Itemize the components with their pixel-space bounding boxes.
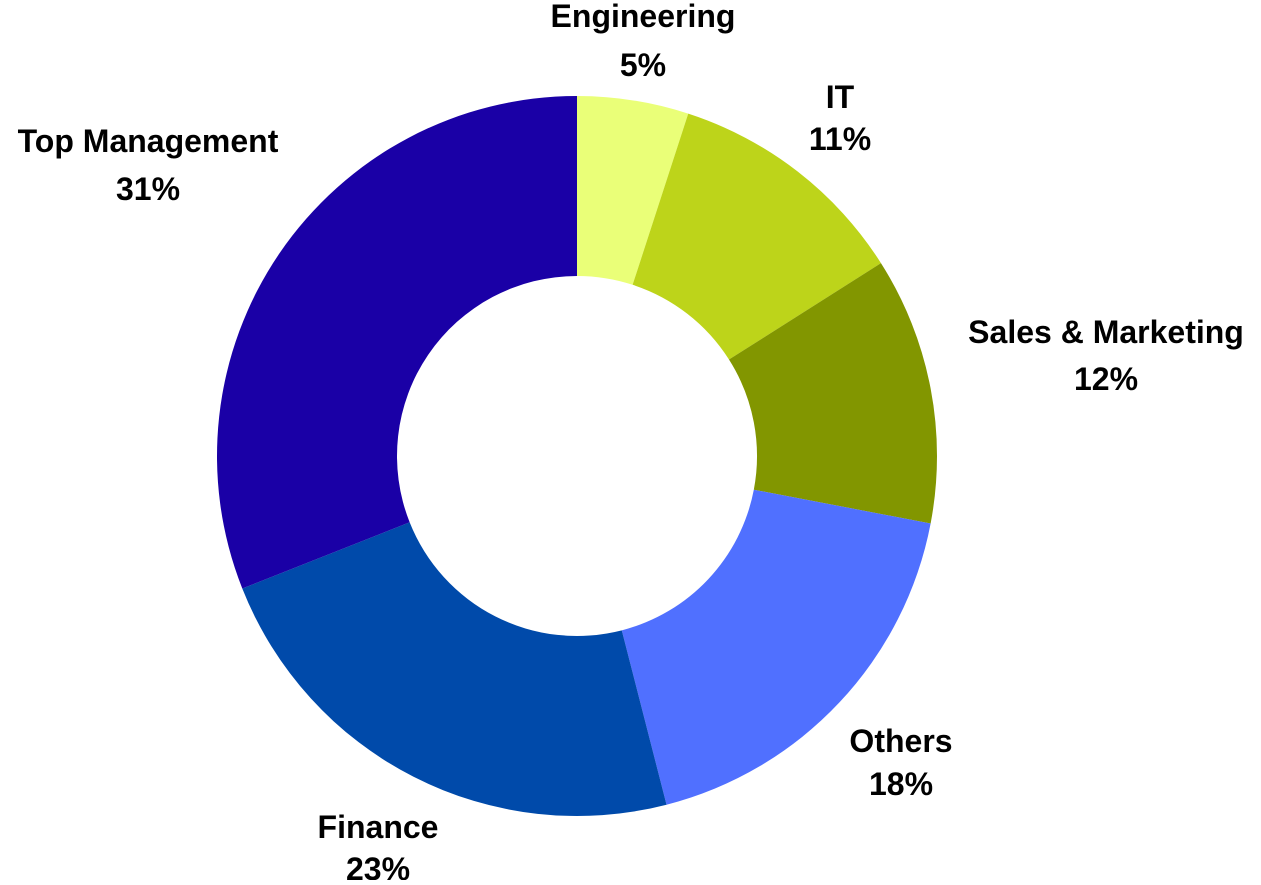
slice-percent-label: 11% — [809, 121, 871, 157]
labels-layer: Engineering 5% IT 11% Sales & Marketing 12% Ot… — [18, 0, 1244, 885]
slice-label-group: Sales & Marketing 12% — [968, 314, 1244, 397]
slice-label: Engineering — [551, 0, 736, 34]
slice-others — [621, 489, 931, 805]
slices-layer — [216, 96, 938, 816]
slice-label: Finance — [318, 809, 439, 845]
slice-percent-label: 18% — [869, 766, 933, 802]
slice-percent-label: 23% — [346, 851, 410, 880]
slice-top-management — [216, 96, 577, 589]
slice-label-group: Engineering 5% — [551, 0, 736, 83]
slice-engineering — [577, 96, 689, 285]
slice-label-group: Top Management 31% — [18, 123, 279, 207]
slice-label-group: Others 18% — [849, 723, 952, 802]
slice-label-group: IT 11% — [809, 79, 871, 157]
slice-finance — [242, 522, 667, 816]
slice-label: Top Management — [18, 123, 279, 159]
slice-label: IT — [826, 79, 855, 115]
slice-sales-marketing — [728, 263, 938, 524]
slice-percent-label: 31% — [116, 171, 180, 207]
slice-percent-label: 12% — [1074, 361, 1138, 397]
slice-label: Sales & Marketing — [968, 314, 1244, 350]
slice-label: Others — [849, 723, 952, 759]
slice-percent-label: 5% — [620, 47, 666, 83]
slice-it — [632, 113, 881, 360]
slice-label-group: Finance 23% — [318, 809, 439, 885]
